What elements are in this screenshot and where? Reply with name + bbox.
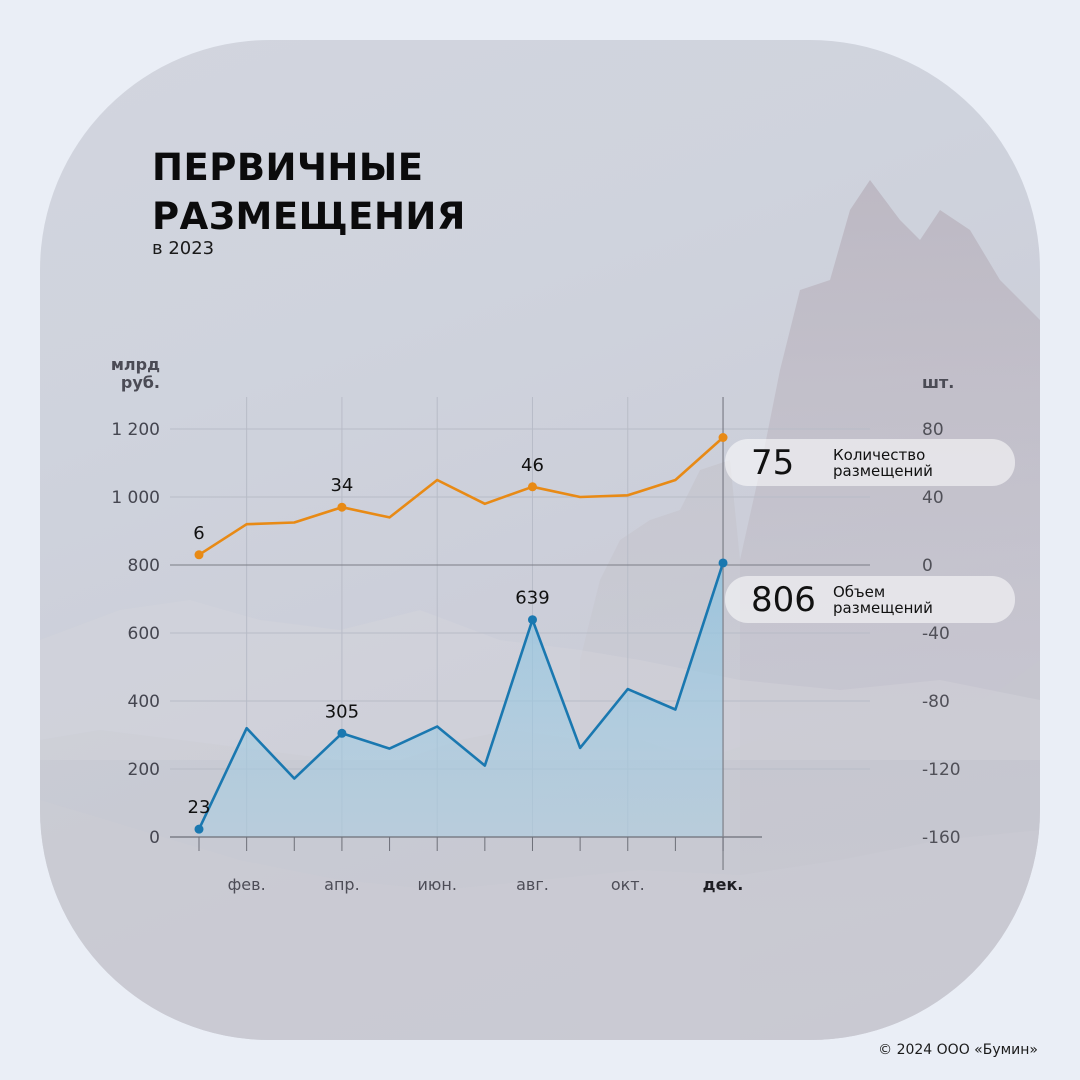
data-points [194, 433, 728, 834]
y-right-tick-label: -80 [922, 692, 950, 712]
series-lines [197, 436, 725, 830]
y-left-tick-label: 200 [128, 760, 160, 780]
count-data-label: 34 [330, 475, 353, 496]
count-series-line [198, 436, 724, 556]
count-data-label: 6 [193, 523, 204, 544]
title-line-2: РАЗМЕЩЕНИЯ [152, 195, 466, 238]
x-tick-label: апр. [324, 875, 360, 894]
y-left-tick-label: 400 [128, 692, 160, 712]
title-line-1: ПЕРВИЧНЫЕ [152, 146, 424, 189]
y-left-tick-label: 800 [128, 556, 160, 576]
volume-data-label: 639 [515, 588, 549, 609]
callout-value: 75 [751, 443, 794, 483]
callout-pill [725, 576, 1015, 623]
count-point-last [718, 433, 728, 442]
count-point [337, 502, 347, 512]
volume-point [527, 615, 537, 625]
volume-data-label: 23 [188, 797, 211, 818]
axes: 0 200 400 600 800 1 000 1 200 -160 -120 -80 -40 0 40… [111, 355, 961, 894]
y-right-tick-label: -120 [922, 760, 961, 780]
y-right-tick-label: -40 [922, 624, 950, 644]
callout-label: размещений [833, 599, 933, 617]
x-tick-label: окт. [611, 875, 645, 894]
volume-point [194, 824, 204, 834]
volume-point-last [718, 558, 728, 568]
count-point [527, 482, 537, 492]
chart-subtitle: в 2023 [152, 238, 215, 259]
card: ПЕРВИЧНЫЕ РАЗМЕЩЕНИЯ в 2023 [40, 40, 1040, 1040]
data-labels: 23 305 639 6 34 46 [188, 455, 550, 818]
y-right-tick-label: -160 [922, 828, 961, 848]
x-tick-label: авг. [516, 875, 549, 894]
y-left-tick-label: 0 [149, 828, 160, 848]
callout-pill [725, 439, 1015, 486]
volume-data-label: 305 [325, 701, 359, 722]
y-right-tick-label: 80 [922, 420, 944, 440]
x-tick-label: июн. [417, 875, 456, 894]
callout-value: 806 [751, 580, 816, 620]
count-point [194, 550, 204, 560]
x-tick-label: фев. [228, 875, 266, 894]
y-right-tick-label: 40 [922, 488, 944, 508]
y-left-tick-label: 1 000 [111, 488, 160, 508]
x-tick-label: дек. [703, 875, 744, 894]
y-left-tick-label: 600 [128, 624, 160, 644]
area-layer [199, 562, 724, 837]
callout-label: размещений [833, 462, 933, 480]
chart-title: ПЕРВИЧНЫЕ РАЗМЕЩЕНИЯ [152, 143, 466, 241]
y-right-tick-label: 0 [922, 556, 933, 576]
y-left-tick-label: 1 200 [111, 420, 160, 440]
copyright: © 2024 ООО «Бумин» [878, 1042, 1038, 1058]
count-data-label: 46 [521, 455, 544, 476]
volume-series-line [197, 562, 725, 830]
volume-area [199, 562, 724, 837]
y-left-unit-label: млрд [111, 355, 160, 374]
y-right-unit-label: шт. [922, 373, 954, 392]
y-left-unit-label: руб. [121, 373, 160, 392]
volume-point [337, 728, 347, 738]
callout-label: Объем [833, 583, 885, 601]
callout-label: Количество [833, 446, 925, 464]
